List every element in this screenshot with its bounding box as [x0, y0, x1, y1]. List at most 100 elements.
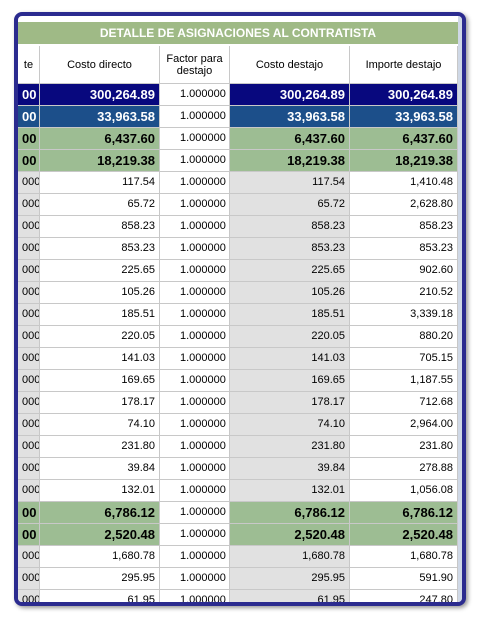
table-cell: 3,339.18	[350, 304, 458, 326]
table-cell: 00	[18, 524, 40, 546]
table-cell: 000	[18, 304, 40, 326]
panel-title: DETALLE DE ASIGNACIONES AL CONTRATISTA	[18, 22, 458, 44]
column-header: te	[18, 46, 40, 84]
table-cell: 853.23	[350, 238, 458, 260]
table-cell: 1,680.78	[230, 546, 350, 568]
table-cell: 169.65	[40, 370, 160, 392]
table-cell: 141.03	[40, 348, 160, 370]
table-cell: 1.000000	[160, 480, 230, 502]
table-cell: 712.68	[350, 392, 458, 414]
table-cell: 902.60	[350, 260, 458, 282]
table-cell: 1.000000	[160, 150, 230, 172]
table-cell: 00	[18, 84, 40, 106]
table-cell: 000	[18, 172, 40, 194]
table-cell: 225.65	[40, 260, 160, 282]
scroll-strip	[458, 16, 462, 602]
table-cell: 000	[18, 194, 40, 216]
table-cell: 117.54	[40, 172, 160, 194]
table-cell: 1.000000	[160, 458, 230, 480]
table-cell: 295.95	[40, 568, 160, 590]
table-cell: 591.90	[350, 568, 458, 590]
table-cell: 1.000000	[160, 436, 230, 458]
table-cell: 65.72	[40, 194, 160, 216]
table-cell: 1.000000	[160, 546, 230, 568]
table-cell: 00	[18, 150, 40, 172]
table-cell: 231.80	[40, 436, 160, 458]
table-cell: 6,437.60	[350, 128, 458, 150]
table-cell: 1.000000	[160, 260, 230, 282]
table-cell: 300,264.89	[230, 84, 350, 106]
table-cell: 1.000000	[160, 216, 230, 238]
table-cell: 000	[18, 370, 40, 392]
table-cell: 61.95	[40, 590, 160, 602]
table-cell: 185.51	[40, 304, 160, 326]
table-cell: 1.000000	[160, 172, 230, 194]
table-cell: 18,219.38	[230, 150, 350, 172]
table-cell: 853.23	[40, 238, 160, 260]
table-cell: 185.51	[230, 304, 350, 326]
column-header: Costo directo	[40, 46, 160, 84]
table-cell: 1.000000	[160, 84, 230, 106]
table-cell: 000	[18, 458, 40, 480]
table-cell: 178.17	[40, 392, 160, 414]
table-cell: 000	[18, 480, 40, 502]
table-cell: 18,219.38	[40, 150, 160, 172]
table-cell: 000	[18, 282, 40, 304]
table-cell: 1.000000	[160, 304, 230, 326]
table-cell: 1.000000	[160, 238, 230, 260]
table-cell: 858.23	[350, 216, 458, 238]
table-cell: 000	[18, 392, 40, 414]
table-cell: 000	[18, 568, 40, 590]
table-cell: 00	[18, 128, 40, 150]
table-cell: 000	[18, 216, 40, 238]
table-cell: 18,219.38	[350, 150, 458, 172]
table-cell: 39.84	[40, 458, 160, 480]
table-cell: 33,963.58	[40, 106, 160, 128]
table-cell: 1.000000	[160, 282, 230, 304]
table-cell: 2,628.80	[350, 194, 458, 216]
table-cell: 39.84	[230, 458, 350, 480]
table-cell: 1.000000	[160, 502, 230, 524]
table-cell: 1.000000	[160, 326, 230, 348]
table-cell: 141.03	[230, 348, 350, 370]
column-header: Importe destajo	[350, 46, 458, 84]
table-cell: 132.01	[230, 480, 350, 502]
table-cell: 300,264.89	[350, 84, 458, 106]
table-cell: 858.23	[40, 216, 160, 238]
table-cell: 1.000000	[160, 568, 230, 590]
table-cell: 33,963.58	[350, 106, 458, 128]
table-cell: 178.17	[230, 392, 350, 414]
table-cell: 1,680.78	[40, 546, 160, 568]
table-cell: 169.65	[230, 370, 350, 392]
table-cell: 00	[18, 502, 40, 524]
table-cell: 105.26	[230, 282, 350, 304]
table-cell: 2,520.48	[40, 524, 160, 546]
table-cell: 210.52	[350, 282, 458, 304]
table-cell: 00	[18, 106, 40, 128]
panel: DETALLE DE ASIGNACIONES AL CONTRATISTA t…	[14, 12, 466, 606]
table-cell: 1.000000	[160, 370, 230, 392]
table-cell: 1,056.08	[350, 480, 458, 502]
table-cell: 000	[18, 238, 40, 260]
table-cell: 300,264.89	[40, 84, 160, 106]
table-cell: 1,410.48	[350, 172, 458, 194]
table-cell: 6,437.60	[40, 128, 160, 150]
table-cell: 1.000000	[160, 128, 230, 150]
table-cell: 117.54	[230, 172, 350, 194]
table-cell: 705.15	[350, 348, 458, 370]
table-cell: 6,786.12	[40, 502, 160, 524]
table-cell: 1,680.78	[350, 546, 458, 568]
table-cell: 6,437.60	[230, 128, 350, 150]
table-cell: 74.10	[230, 414, 350, 436]
table-cell: 1.000000	[160, 392, 230, 414]
table-cell: 6,786.12	[350, 502, 458, 524]
table-cell: 231.80	[350, 436, 458, 458]
table-cell: 880.20	[350, 326, 458, 348]
table-cell: 2,964.00	[350, 414, 458, 436]
table-cell: 247.80	[350, 590, 458, 602]
table-cell: 1.000000	[160, 348, 230, 370]
table-cell: 858.23	[230, 216, 350, 238]
table-cell: 000	[18, 414, 40, 436]
table-cell: 000	[18, 590, 40, 602]
